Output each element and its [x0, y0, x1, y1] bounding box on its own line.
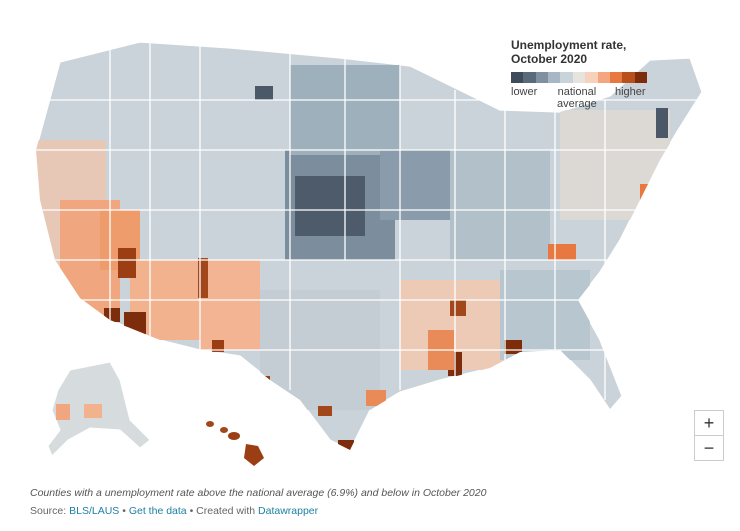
county-cluster-high [124, 312, 146, 334]
county-cluster-high [198, 258, 208, 298]
legend-swatch [511, 72, 524, 83]
source-prefix: Source: [30, 505, 67, 517]
legend-swatch [572, 72, 586, 83]
legend-swatch [548, 72, 561, 83]
county-cluster-higher [84, 404, 102, 418]
legend-label-mid-line1: national [557, 86, 597, 98]
legend-swatch [523, 72, 536, 83]
county-cluster-lower [295, 176, 365, 236]
county-cluster-lower [656, 108, 668, 138]
county-cluster-high [212, 340, 224, 352]
legend-labels: lower national average higher [511, 86, 651, 114]
county-cluster-higher [366, 390, 386, 406]
county-cluster-high [338, 440, 354, 450]
county-cluster-high [104, 308, 120, 322]
county-cluster-high [118, 248, 136, 278]
legend-label-mid-line2: average [557, 98, 597, 110]
source-separator: • [122, 505, 126, 517]
map-area[interactable]: Unemployment rate, October 2020 lower na… [0, 0, 740, 480]
county-cluster-high [318, 406, 332, 416]
county-cluster-higher [56, 404, 70, 420]
legend-swatch [597, 72, 610, 83]
source-line: Source: BLS/LAUS • Get the data • Create… [30, 505, 318, 517]
hawaii-islands [206, 421, 264, 466]
map-legend: Unemployment rate, October 2020 lower na… [511, 38, 651, 114]
map-caption: Counties with a unemployment rate above … [30, 487, 487, 499]
legend-label-lower: lower [511, 86, 538, 98]
legend-swatch [609, 72, 623, 83]
county-cluster-higher [548, 244, 576, 260]
get-data-link[interactable]: Get the data [128, 505, 187, 517]
legend-label-higher: higher [615, 86, 646, 98]
legend-swatch [535, 72, 549, 83]
region-iowa [380, 150, 460, 220]
legend-color-scale [511, 72, 647, 83]
county-cluster-high [504, 340, 522, 354]
region-midwest [450, 150, 550, 260]
source-link-bls[interactable]: BLS/LAUS [69, 505, 120, 517]
legend-swatch [585, 72, 598, 83]
datawrapper-link[interactable]: Datawrapper [258, 505, 319, 517]
zoom-controls: + − [694, 410, 724, 461]
county-cluster-lower [255, 86, 273, 100]
region-northeast [560, 110, 670, 220]
county-cluster-high [462, 384, 478, 396]
legend-title-line1: Unemployment rate, [511, 38, 627, 52]
zoom-in-button[interactable]: + [703, 412, 715, 433]
legend-title: Unemployment rate, October 2020 [511, 38, 651, 66]
legend-swatch [622, 72, 635, 83]
legend-title-line2: October 2020 [511, 52, 588, 66]
region-new-mexico [200, 260, 260, 350]
created-with-text: • Created with [189, 505, 256, 517]
legend-label-mid: national average [557, 86, 597, 110]
county-cluster-high [450, 300, 466, 316]
legend-swatch [560, 72, 573, 83]
legend-swatch [634, 72, 647, 83]
zoom-out-button[interactable]: − [695, 435, 723, 460]
us-county-map[interactable] [0, 0, 740, 480]
